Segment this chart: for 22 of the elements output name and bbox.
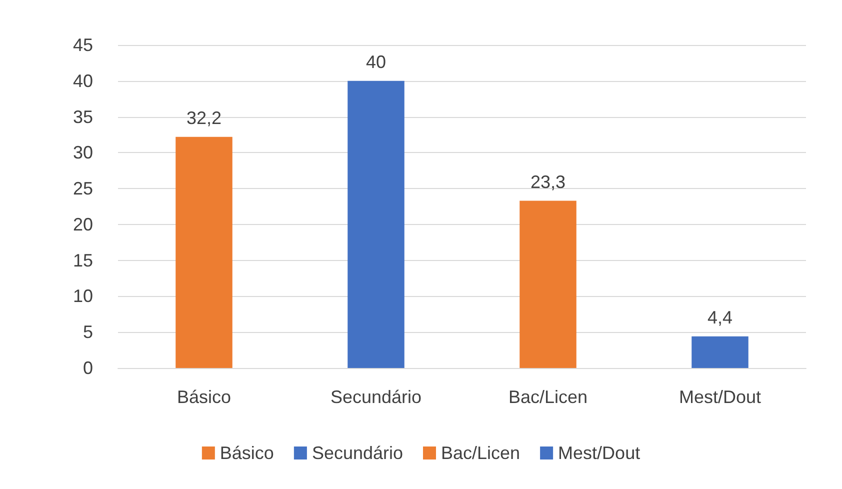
x-tick-label: Bac/Licen [508, 387, 588, 407]
y-tick-label: 15 [72, 250, 93, 270]
y-tick-label: 35 [72, 106, 93, 127]
data-label: 40 [366, 52, 386, 72]
y-tick-label: 5 [82, 322, 93, 342]
legend-label: Bac/Licen [441, 443, 520, 463]
y-tick-label: 10 [72, 286, 93, 306]
y-tick-label: 30 [72, 142, 93, 163]
x-tick-label: Mest/Dout [678, 387, 762, 407]
y-tick-label: 40 [72, 70, 93, 91]
y-tick-label: 20 [72, 214, 93, 234]
legend-label: Básico [220, 443, 274, 463]
y-tick-label: 25 [72, 178, 93, 199]
x-tick-label: Secundário [330, 387, 422, 407]
y-tick-label: 45 [72, 35, 93, 55]
y-tick-label: 0 [82, 358, 93, 378]
legend-label: Secundário [312, 443, 404, 463]
data-label: 4,4 [707, 307, 733, 328]
data-label: 32,2 [186, 108, 222, 128]
data-label: 23,3 [530, 172, 566, 192]
legend-label: Mest/Dout [558, 443, 640, 463]
x-tick-label: Básico [176, 387, 232, 407]
